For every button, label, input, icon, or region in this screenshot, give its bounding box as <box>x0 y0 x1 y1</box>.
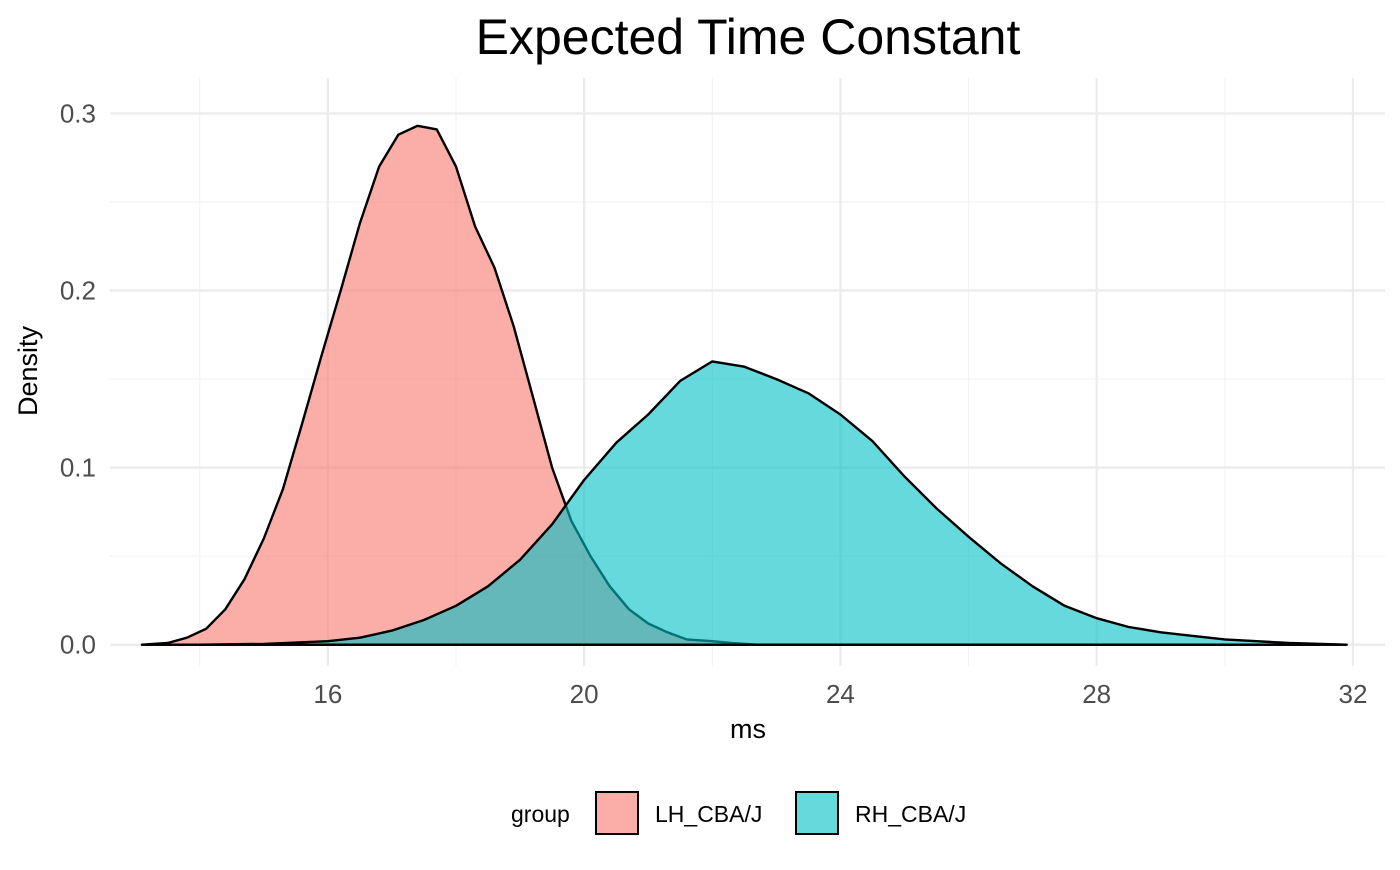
x-tick-label: 16 <box>313 679 342 709</box>
y-axis-title: Density <box>13 325 43 416</box>
legend-label-lh-cba-j: LH_CBA/J <box>655 801 762 827</box>
legend: group LH_CBA/J RH_CBA/J <box>511 791 966 835</box>
legend-key-rh-cba-j <box>795 791 839 835</box>
x-tick-label: 28 <box>1082 679 1111 709</box>
chart-title: Expected Time Constant <box>476 9 1021 65</box>
y-tick-label: 0.0 <box>60 630 96 660</box>
axis-layer: 16 20 24 28 32 0.0 0.1 0.2 0.3 <box>60 98 1368 709</box>
y-tick-label: 0.3 <box>60 98 96 128</box>
density-area-rh-cba-j <box>140 360 1348 646</box>
x-tick-label: 32 <box>1339 679 1368 709</box>
x-tick-label: 24 <box>826 679 855 709</box>
y-tick-label: 0.2 <box>60 276 96 306</box>
legend-title: group <box>511 801 570 827</box>
x-tick-label: 20 <box>570 679 599 709</box>
legend-key-lh-cba-j <box>595 791 639 835</box>
x-axis-title: ms <box>730 714 766 744</box>
series-layer <box>140 124 1348 646</box>
legend-label-rh-cba-j: RH_CBA/J <box>855 801 966 827</box>
y-tick-label: 0.1 <box>60 453 96 483</box>
